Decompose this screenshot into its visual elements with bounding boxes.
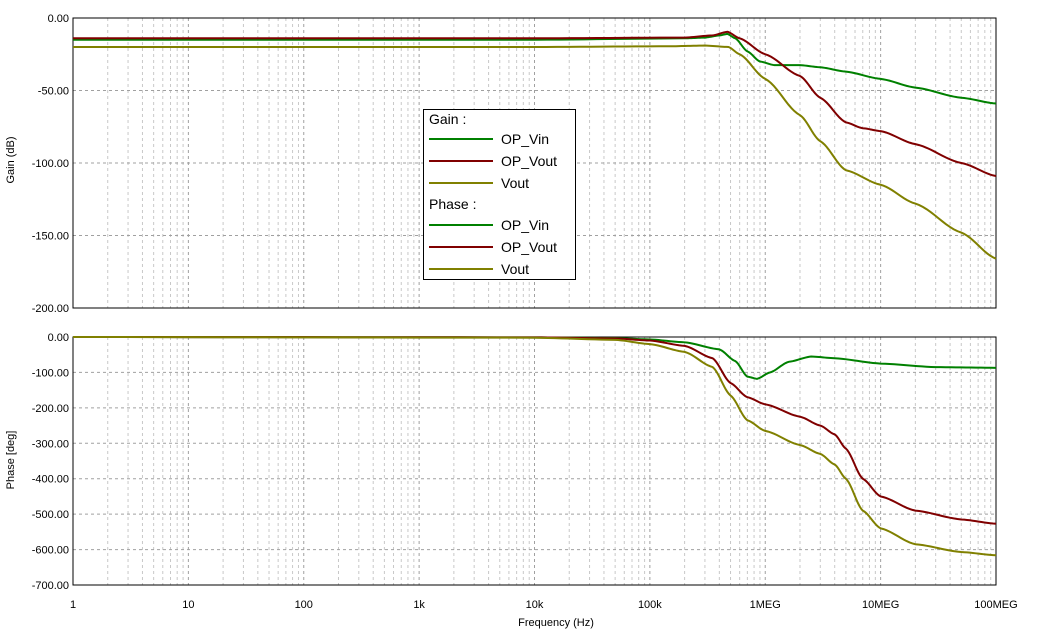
legend-label: OP_Vin <box>501 131 549 147</box>
gain-y-tick-label: -100.00 <box>32 158 69 170</box>
legend-label: OP_Vout <box>501 153 558 169</box>
legend-swatch <box>429 138 493 140</box>
gain-series-op-vout <box>73 30 997 178</box>
legend: Gain : OP_Vin OP_Vout Vout Phase : OP_Vi… <box>423 109 576 280</box>
legend-swatch <box>429 246 493 248</box>
phase-y-tick-label: -400.00 <box>32 474 69 486</box>
gain-series-vout <box>73 44 997 260</box>
gain-y-tick-label: -50.00 <box>38 86 69 98</box>
x-tick-label: 100k <box>638 599 662 611</box>
legend-gain-item: OP_Vout <box>429 152 557 170</box>
gain-series-op-vin <box>73 32 997 105</box>
legend-gain-item: Vout <box>429 174 529 192</box>
legend-swatch <box>429 268 493 270</box>
phase-y-tick-label: -300.00 <box>32 438 69 450</box>
legend-phase-item: OP_Vin <box>429 216 549 234</box>
x-axis-label: Frequency (Hz) <box>518 617 594 629</box>
gain-y-axis-label: Gain (dB) <box>5 136 17 183</box>
x-tick-label: 1k <box>413 599 425 611</box>
legend-label: Vout <box>501 175 530 191</box>
legend-swatch <box>429 160 493 162</box>
x-tick-label: 10k <box>526 599 544 611</box>
legend-gain-header: Gain : <box>429 111 467 127</box>
x-tick-label: 1MEG <box>750 599 781 611</box>
legend-phase-item: OP_Vout <box>429 238 557 256</box>
x-tick-label: 10 <box>182 599 194 611</box>
phase-series-op-vout <box>72 336 997 525</box>
gain-y-tick-label: -150.00 <box>32 231 69 243</box>
legend-label: Vout <box>501 261 530 277</box>
x-tick-label: 10MEG <box>862 599 899 611</box>
x-tick-label: 100 <box>295 599 313 611</box>
phase-y-tick-label: -200.00 <box>32 403 69 415</box>
phase-plot-panel: 0.00 -100.00 -200.00 -300.00 -400.00 -500.00 -… <box>32 332 1018 611</box>
legend-phase-header: Phase : <box>429 196 477 212</box>
phase-y-tick-label: -100.00 <box>32 367 69 379</box>
phase-y-tick-label: -600.00 <box>32 545 69 557</box>
legend-swatch <box>429 182 493 184</box>
phase-series-vout <box>72 336 997 557</box>
legend-phase-item: Vout <box>429 260 529 278</box>
gain-plot-border <box>72 17 997 309</box>
legend-label: OP_Vout <box>501 239 558 255</box>
phase-y-axis-label: Phase [deg] <box>5 431 17 490</box>
gain-y-tick-label: 0.00 <box>48 13 69 25</box>
legend-label: OP_Vin <box>501 217 549 233</box>
legend-swatch <box>429 224 493 226</box>
phase-y-tick-label: -500.00 <box>32 509 69 521</box>
x-tick-label: 1 <box>70 599 76 611</box>
x-tick-label: 100MEG <box>974 599 1017 611</box>
legend-gain-item: OP_Vin <box>429 130 549 148</box>
phase-y-tick-label: -700.00 <box>32 580 69 592</box>
phase-y-tick-label: 0.00 <box>48 332 69 344</box>
gain-y-tick-label: -200.00 <box>32 303 69 315</box>
